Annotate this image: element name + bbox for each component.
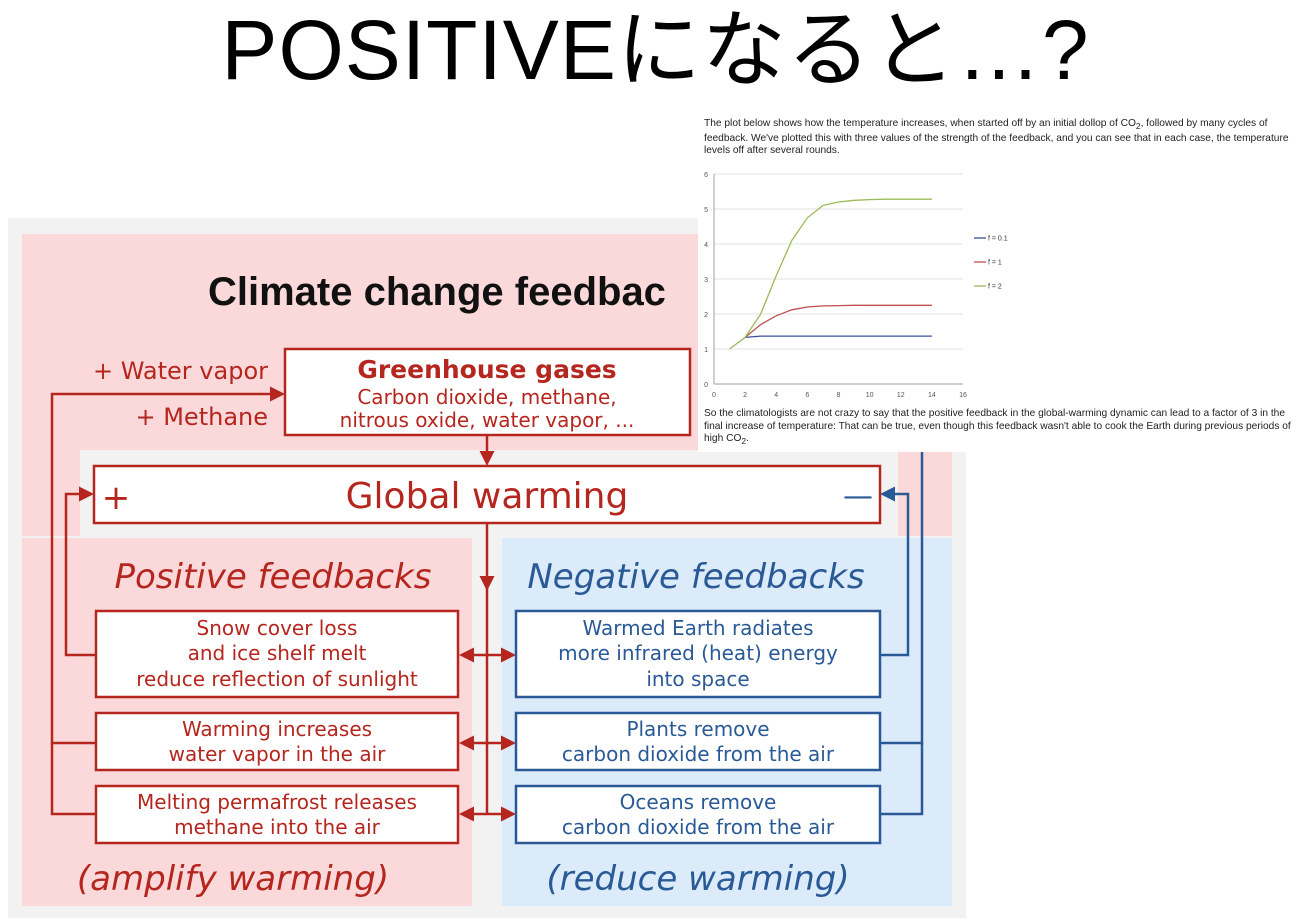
intro-text-b: , followed by many cycles of feedback. W…: [704, 118, 1289, 157]
greenhouse-gases-line-1: Carbon dioxide, methane,: [357, 385, 616, 409]
oceans-loop-line: [880, 743, 924, 816]
diagram-title: Climate change feedbac: [208, 270, 666, 314]
negative-box-2-line-1: Plants remove: [626, 717, 769, 741]
water-vapor-input-label: + Water vapor: [93, 357, 268, 385]
positive-box-2-line-1: Warming increases: [182, 717, 372, 741]
x-tick-label-0: 0: [712, 392, 716, 399]
methane-input-label: + Methane: [135, 403, 268, 431]
positive-box-1-line-1: Snow cover loss: [197, 616, 358, 640]
negative-box-2-line-2: carbon dioxide from the air: [562, 742, 835, 766]
y-tick-label-3: 3: [704, 277, 708, 284]
outro-text-b: .: [746, 433, 749, 444]
x-tick-label-10: 10: [866, 392, 874, 399]
x-tick-label-6: 6: [805, 392, 809, 399]
x-tick-label-14: 14: [928, 392, 936, 399]
x-tick-label-12: 12: [897, 392, 905, 399]
chart-gridlines: [714, 173, 963, 385]
negative-feedbacks-heading: Negative feedbacks: [527, 557, 864, 597]
global-warming-title: Global warming: [346, 476, 629, 517]
global-warming-plus: +: [102, 478, 131, 518]
y-tick-label-4: 4: [704, 242, 708, 249]
positive-box-3-line-2: methane into the air: [174, 815, 381, 839]
y-tick-label-2: 2: [704, 312, 708, 319]
legend-label-3: f = 2: [988, 284, 1002, 291]
positive-box-water-vapor: [94, 711, 460, 772]
y-tick-label-0: 0: [704, 382, 708, 389]
y-tick-label-5: 5: [704, 207, 708, 214]
reduce-warming-footer: (reduce warming): [546, 859, 849, 899]
snow-loop-to-warming-arrow: [64, 486, 96, 657]
negative-box-1-line-1: Warmed Earth radiates: [582, 616, 813, 640]
positive-box-2-line-2: water vapor in the air: [169, 742, 387, 766]
negative-box-3-line-1: Oceans remove: [620, 790, 777, 814]
negative-box-1-line-3: into space: [646, 667, 749, 691]
series-line-1: [745, 335, 932, 339]
legend-label-2: f = 1: [988, 260, 1002, 267]
x-tick-label-2: 2: [743, 392, 747, 399]
greenhouse-gases-box: [283, 347, 692, 437]
radiates-loop-to-warming-arrow: [880, 486, 910, 657]
series-line-2: [744, 304, 932, 338]
global-warming-minus: —: [843, 479, 873, 514]
chart-legend: f = 0.1 f = 1 f = 2: [974, 236, 1008, 291]
legend-label-1: f = 0.1: [988, 236, 1008, 243]
positive-box-1-line-3: reduce reflection of sunlight: [136, 667, 418, 691]
series-line-3: [729, 198, 932, 350]
x-tick-label-8: 8: [837, 392, 841, 399]
slide-title: POSITIVEになると…?: [221, 3, 1090, 97]
chart-intro-text: The plot below shows how the temperature…: [704, 118, 1300, 158]
positive-box-permafrost: [94, 784, 460, 845]
global-warming-box: [92, 464, 882, 525]
positive-box-1-line-2: and ice shelf melt: [188, 641, 367, 665]
negative-box-plants: [514, 711, 882, 772]
amplify-warming-footer: (amplify warming): [77, 859, 389, 899]
intro-co2-subscript: 2: [1135, 121, 1141, 132]
outro-co2-subscript: 2: [741, 436, 747, 447]
greenhouse-gases-line-2: nitrous oxide, water vapor, ...: [340, 408, 635, 432]
x-tick-label-4: 4: [774, 392, 778, 399]
x-tick-label-16: 16: [959, 392, 967, 399]
water-vapor-loop-arrow: [50, 386, 285, 745]
positive-box-3-line-1: Melting permafrost releases: [137, 790, 417, 814]
negative-box-3-line-2: carbon dioxide from the air: [562, 815, 835, 839]
greenhouse-gases-title: Greenhouse gases: [357, 355, 616, 384]
chart-outro-text: So the climatologists are not crazy to s…: [704, 408, 1302, 448]
methane-loop-line: [50, 743, 96, 816]
positive-feedbacks-heading: Positive feedbacks: [115, 557, 432, 597]
chart-series: [729, 198, 932, 350]
outro-text-a: So the climatologists are not crazy to s…: [704, 408, 1291, 444]
feedback-chart-panel: The plot below shows how the temperature…: [698, 112, 1304, 452]
y-tick-label-6: 6: [704, 172, 708, 179]
intro-text-a: The plot below shows how the temperature…: [704, 118, 1136, 129]
negative-box-1-line-2: more infrared (heat) energy: [558, 641, 838, 665]
y-tick-label-1: 1: [704, 347, 708, 354]
